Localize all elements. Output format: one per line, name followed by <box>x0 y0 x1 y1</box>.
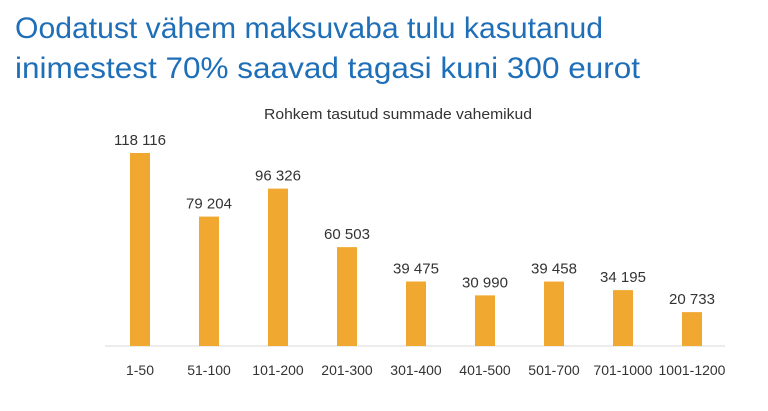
bar <box>682 312 702 346</box>
x-tick-label: 501-700 <box>528 362 580 378</box>
bar <box>406 281 426 346</box>
x-tick-label: 1-50 <box>126 362 154 378</box>
data-label: 39 458 <box>531 261 577 278</box>
bar <box>475 295 495 346</box>
x-tick-label: 701-1000 <box>593 362 652 378</box>
data-label: 96 326 <box>255 168 301 185</box>
x-tick-label: 201-300 <box>321 362 373 378</box>
x-tick-label: 1001-1200 <box>659 362 726 378</box>
x-tick-label: 101-200 <box>252 362 304 378</box>
bar <box>268 188 288 346</box>
bar <box>130 153 150 346</box>
data-label: 118 116 <box>114 132 166 149</box>
data-label: 39 475 <box>393 260 439 277</box>
chart-title: Oodatust vähem maksuvaba tulu kasutanud <box>15 12 603 45</box>
data-label: 79 204 <box>186 196 232 213</box>
data-label: 30 990 <box>462 274 508 291</box>
bar <box>613 290 633 346</box>
bar <box>337 247 357 346</box>
chart-title: inimestest 70% saavad tagasi kuni 300 eu… <box>15 52 641 85</box>
x-tick-label: 301-400 <box>390 362 442 378</box>
x-tick-label: 401-500 <box>459 362 511 378</box>
data-label: 60 503 <box>324 226 370 243</box>
data-label: 20 733 <box>669 291 715 308</box>
chart-subtitle: Rohkem tasutud summade vahemikud <box>264 106 532 123</box>
data-label: 34 195 <box>600 269 646 286</box>
bar <box>544 281 564 346</box>
x-tick-label: 51-100 <box>187 362 231 378</box>
bar <box>199 216 219 346</box>
